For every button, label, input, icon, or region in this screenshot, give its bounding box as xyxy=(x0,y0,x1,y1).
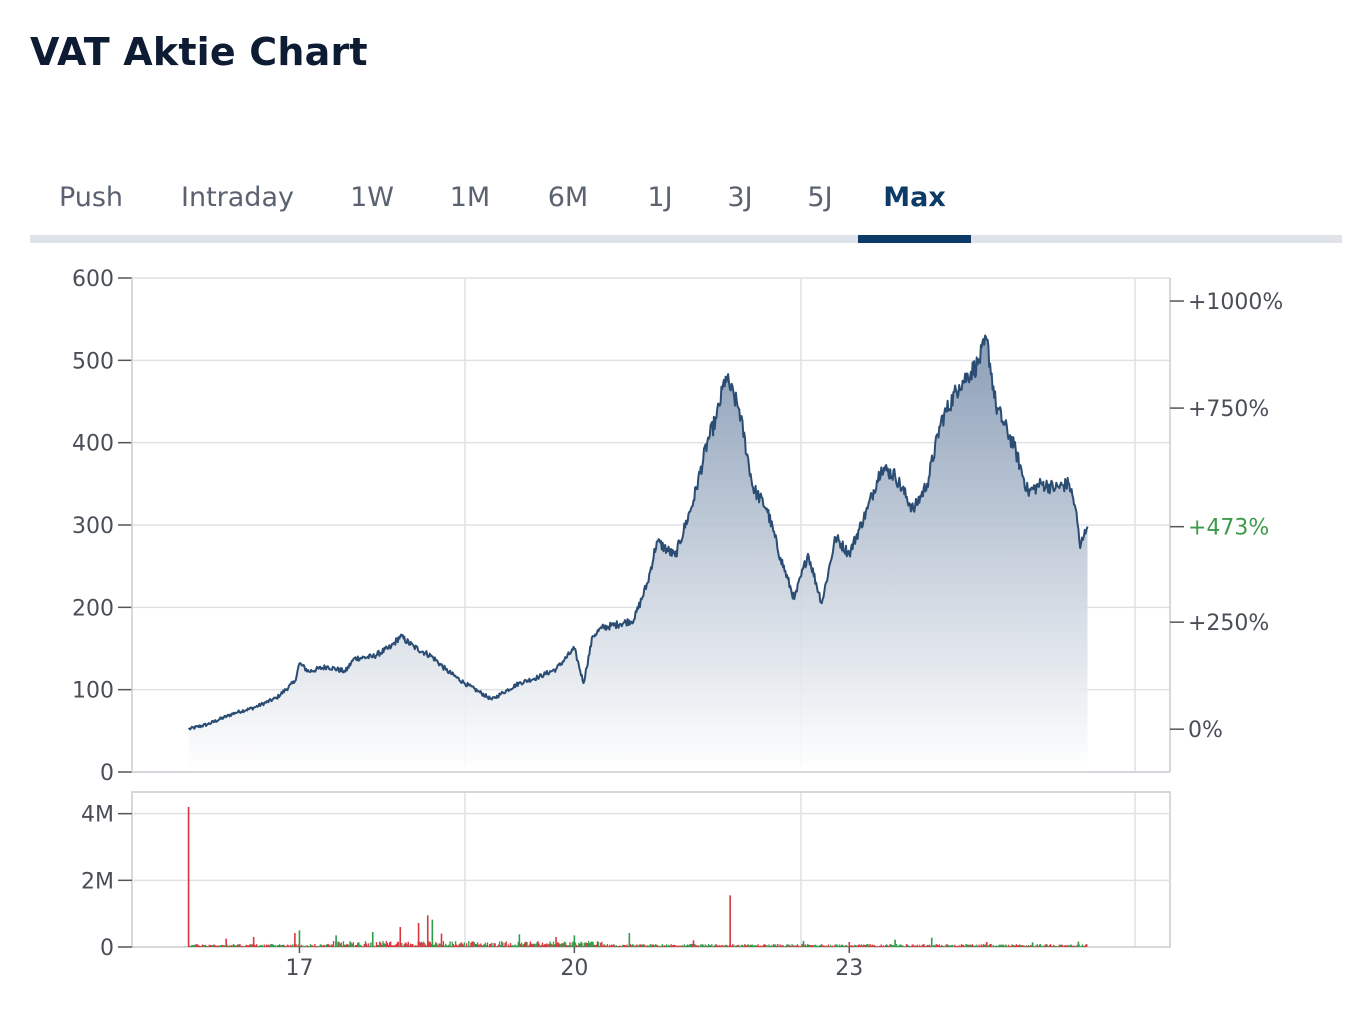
tab-1m[interactable]: 1M xyxy=(449,182,491,213)
percent-tick-label: +1000% xyxy=(1188,290,1283,315)
current-percent-label: +473% xyxy=(1188,516,1269,541)
price-line xyxy=(187,334,1089,731)
tab-push[interactable]: Push xyxy=(58,182,124,213)
x-tick-label: 20 xyxy=(560,956,588,981)
tab-3j[interactable]: 3J xyxy=(727,182,753,213)
tab-1w[interactable]: 1W xyxy=(350,182,394,213)
volume-tick-label: 0 xyxy=(100,936,114,961)
volume-tick-label: 2M xyxy=(81,869,114,894)
page-title: VAT Aktie Chart xyxy=(30,30,368,74)
price-panel: 0 100 200 300 400 500 600 0% +250% +750% +1000% +47… xyxy=(72,267,1283,786)
timeframe-tabs: Push Intraday 1W 1M 6M 1J 3J 5J Max xyxy=(30,170,1342,244)
x-axis: 17 20 23 xyxy=(285,947,863,981)
percent-tick-label: +250% xyxy=(1188,611,1269,636)
price-tick-label: 200 xyxy=(72,596,114,621)
tab-intraday[interactable]: Intraday xyxy=(181,182,294,213)
price-tick-label: 400 xyxy=(72,432,114,457)
percent-tick-label: +750% xyxy=(1188,397,1269,422)
tab-rail xyxy=(30,235,1342,243)
active-tab-indicator xyxy=(858,235,971,243)
tab-6m[interactable]: 6M xyxy=(547,182,589,213)
volume-panel: 0 2M 4M xyxy=(81,791,1171,961)
price-tick-label: 500 xyxy=(72,349,114,374)
volume-frame xyxy=(131,791,1171,948)
tab-1j[interactable]: 1J xyxy=(647,182,673,213)
price-tick-label: 300 xyxy=(72,514,114,539)
price-tick-label: 0 xyxy=(100,761,114,786)
price-tick-label: 100 xyxy=(72,679,114,704)
tab-5j[interactable]: 5J xyxy=(807,182,833,213)
price-tick-label: 600 xyxy=(72,267,114,292)
tab-max[interactable]: Max xyxy=(883,182,946,213)
price-area xyxy=(188,335,1088,772)
x-tick-label: 23 xyxy=(835,956,863,981)
percent-tick-label: 0% xyxy=(1188,718,1223,743)
volume-tick-label: 4M xyxy=(81,803,114,828)
x-tick-label: 17 xyxy=(285,956,313,981)
